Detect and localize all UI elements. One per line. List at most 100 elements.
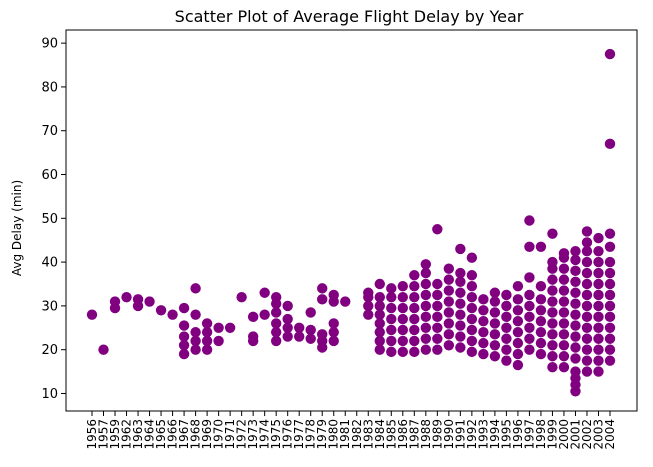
data-point [593,355,604,366]
data-point [455,267,466,279]
data-point [501,355,512,366]
x-tick-label: 2002 [580,419,594,450]
data-point [547,285,558,296]
data-point [581,267,593,279]
data-point [455,298,466,309]
data-point [466,335,478,347]
data-point [570,265,581,277]
data-point [397,302,408,314]
data-point [535,348,547,360]
data-point [489,329,501,340]
data-point [581,226,593,237]
data-point [121,291,132,303]
data-point [432,311,443,323]
data-point [478,294,489,305]
data-point [466,313,478,325]
data-point [374,278,385,290]
data-point [558,248,570,259]
data-point [466,302,478,314]
data-point [501,289,512,301]
data-point [604,138,616,150]
data-point [270,335,282,347]
data-point [247,311,259,323]
data-point [190,344,201,355]
data-point [455,342,466,353]
data-point [535,241,547,252]
data-point [386,302,397,314]
x-tick-label: 1997 [522,419,536,450]
data-point [409,313,420,325]
data-point [593,311,604,323]
data-point [593,289,604,301]
data-point [466,291,478,303]
data-point [386,324,397,336]
data-point [501,344,512,355]
x-tick-label: 1964 [143,419,157,450]
data-point [535,316,547,327]
data-point [581,256,593,268]
data-point [570,342,581,353]
data-point [489,307,501,318]
data-point [305,307,316,318]
x-tick-label: 1998 [534,419,548,450]
data-point [155,305,167,316]
data-point [374,300,385,312]
data-point [386,335,397,347]
x-tick-label: 1973 [246,419,260,450]
data-point [386,313,397,325]
data-point [340,296,351,307]
data-point [363,300,374,312]
data-point [593,366,604,377]
data-point [558,329,570,340]
data-point [593,278,604,290]
y-tick-label: 10 [41,387,58,402]
data-point [524,344,535,355]
data-point [420,267,432,279]
x-tick-label: 1975 [269,419,283,450]
data-point [604,355,616,366]
y-axis: 10 20 30 40 50 60 70 80 90 [41,37,66,402]
data-point [190,326,201,338]
data-point [397,335,408,347]
data-point [190,335,201,347]
x-tick-label: 1980 [327,419,341,450]
data-point [570,353,581,364]
data-point [593,267,604,279]
data-point [478,316,489,327]
data-point [374,344,385,355]
data-point [593,300,604,312]
x-tick-label: 1959 [108,419,122,450]
x-tick-label: 1994 [488,419,502,450]
data-point [581,366,593,377]
data-point [489,340,501,351]
x-tick-label: 1984 [373,419,387,450]
data-point [294,331,305,342]
data-point [328,318,339,329]
data-point [570,366,581,377]
data-point [604,278,616,290]
data-point [455,287,466,298]
data-point [270,291,282,303]
data-point [466,324,478,336]
x-tick-label: 2000 [557,419,571,450]
data-point [201,335,213,347]
data-point [570,276,581,288]
data-point [86,309,98,320]
data-point [535,294,547,305]
data-point [317,329,328,340]
data-point [581,289,593,301]
data-point [558,351,570,362]
data-point [420,333,432,344]
data-point [270,318,282,329]
x-axis: 1956195719591962196319641965196619671968… [85,411,617,450]
data-point [547,340,558,351]
data-point [501,322,512,333]
data-point [512,294,524,305]
data-point [317,283,328,294]
x-tick-label: 1977 [292,419,306,450]
data-point [570,320,581,331]
data-point [604,267,616,279]
data-point [374,291,385,303]
x-tick-label: 1962 [120,419,134,450]
data-point [489,287,501,298]
